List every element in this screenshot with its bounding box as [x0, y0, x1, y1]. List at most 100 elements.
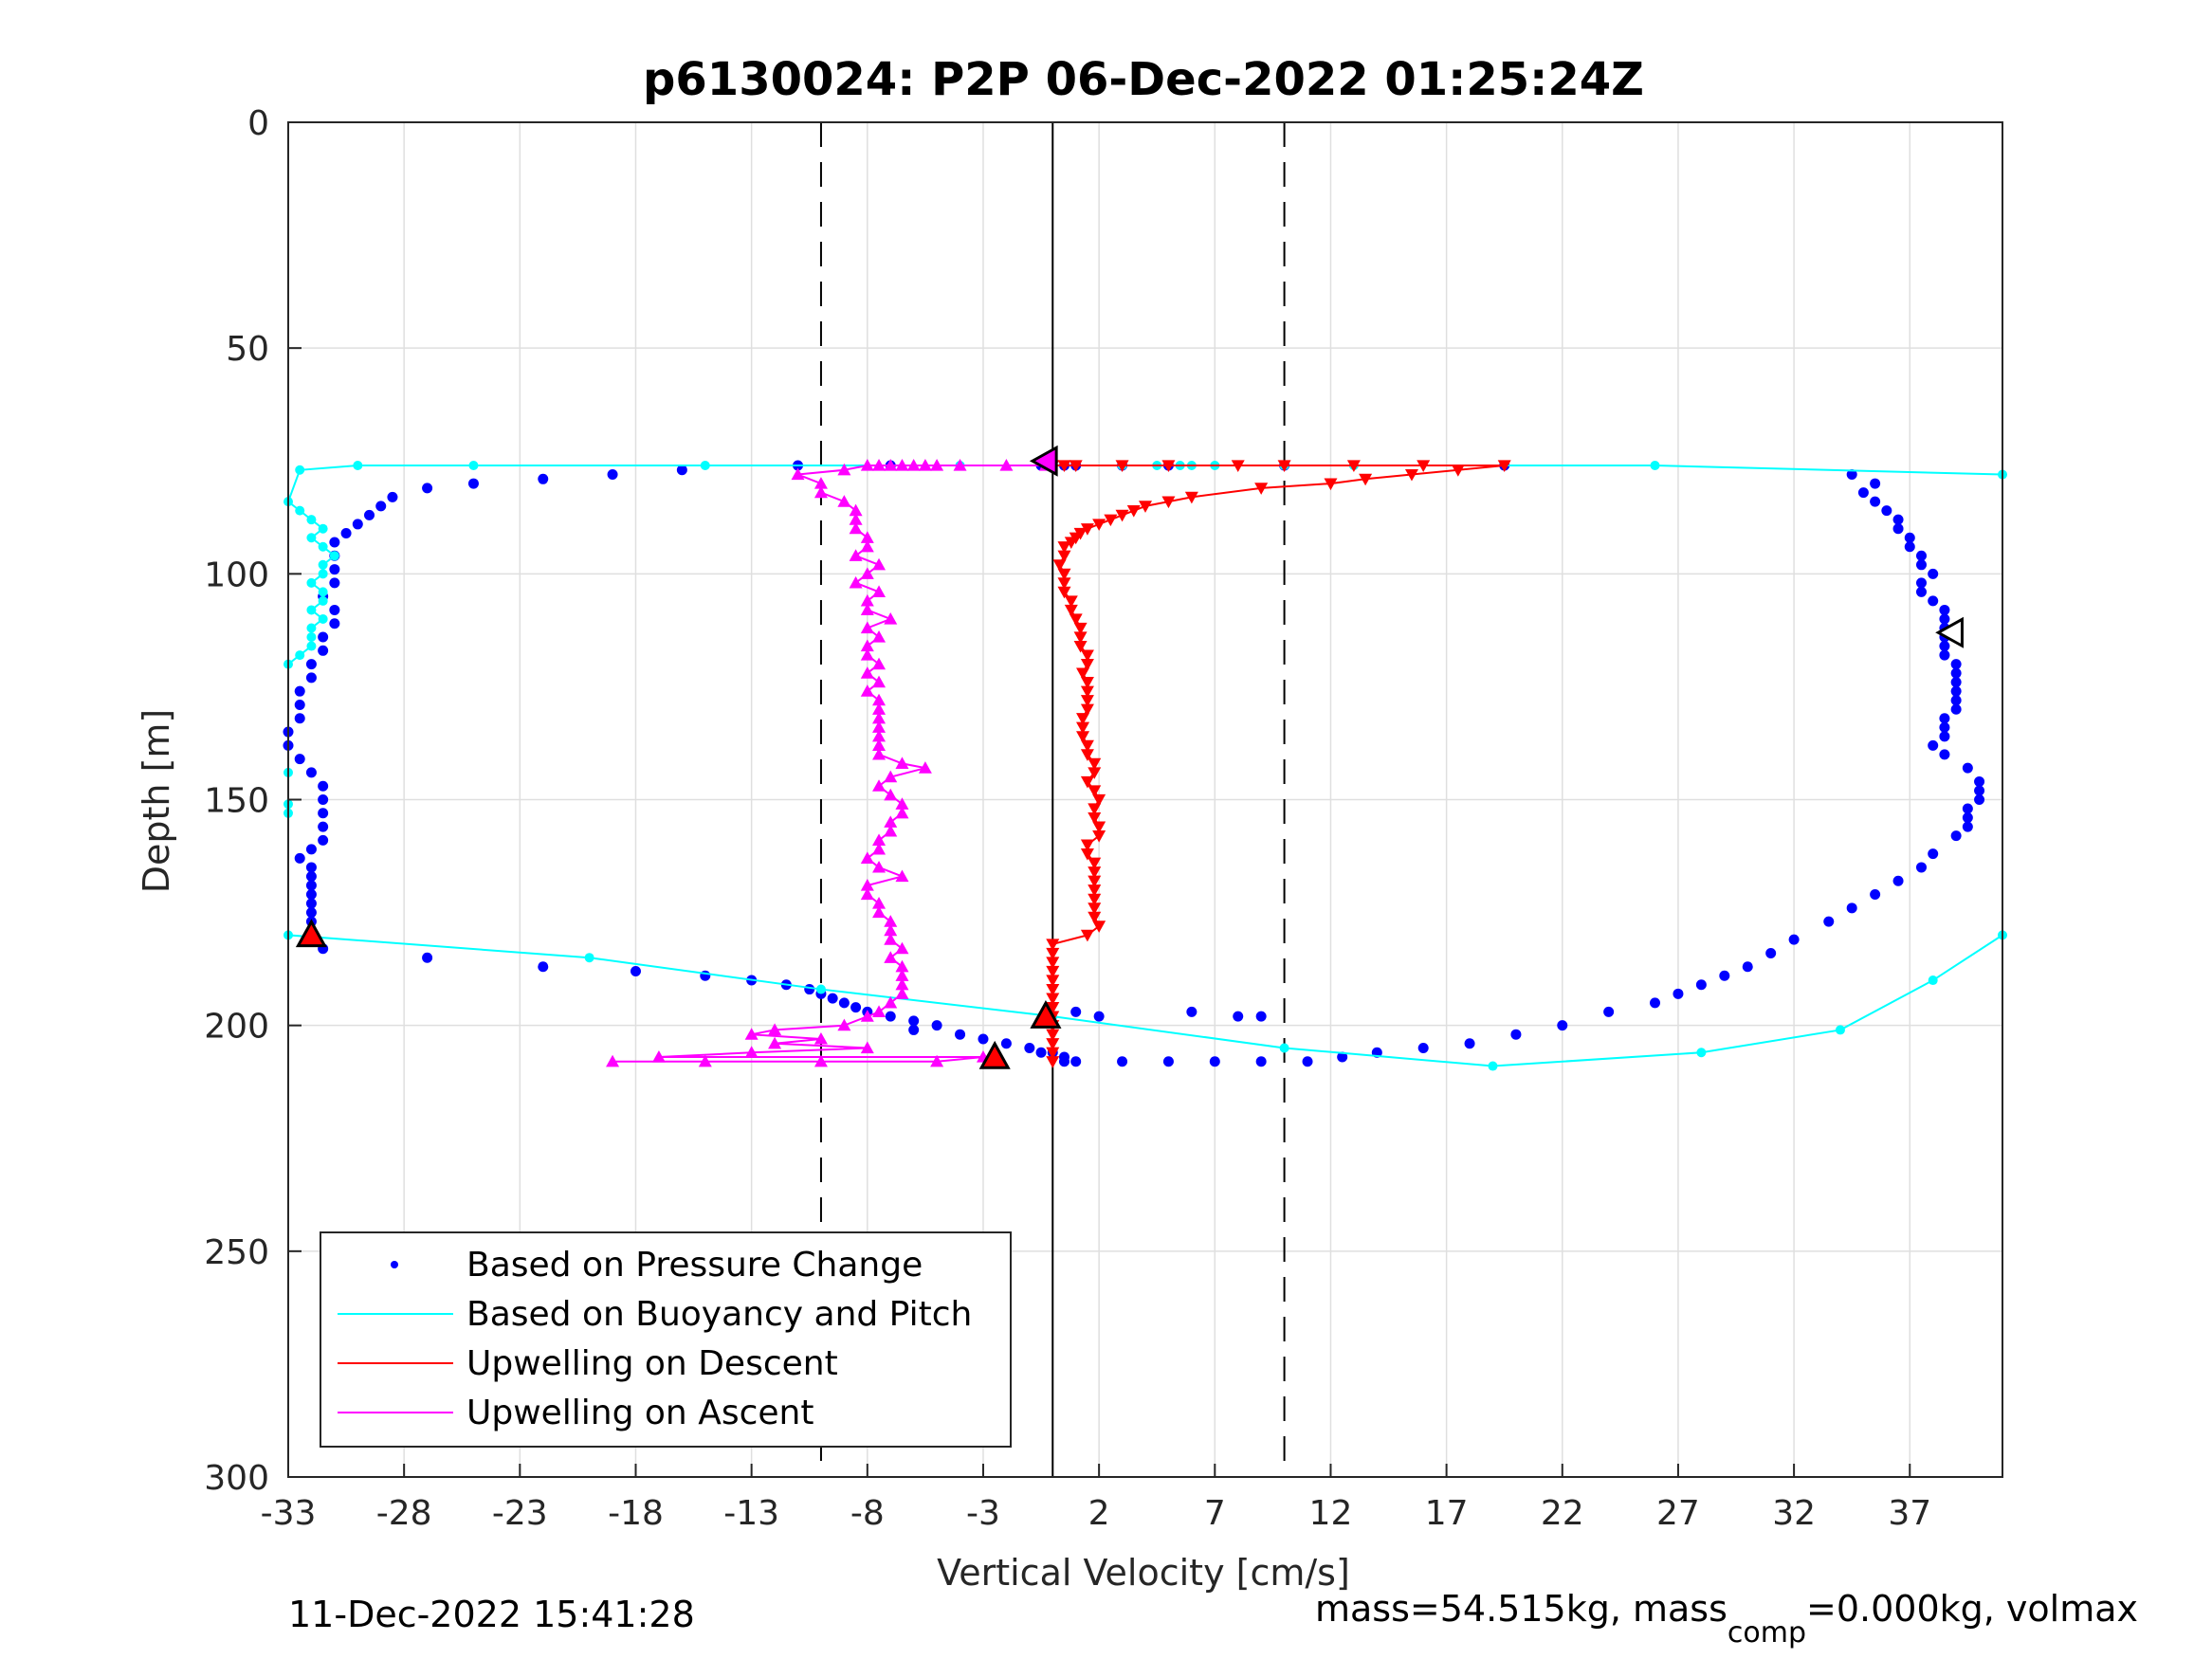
data-point	[318, 595, 328, 606]
data-point	[1279, 1043, 1289, 1053]
data-point	[884, 770, 898, 783]
data-point	[584, 953, 594, 963]
data-point	[1070, 1006, 1082, 1017]
data-point	[1070, 1056, 1082, 1067]
data-point	[1835, 1025, 1845, 1035]
data-point	[1046, 1002, 1060, 1014]
data-point	[872, 585, 887, 597]
data-point	[872, 657, 887, 670]
data-point	[895, 806, 909, 819]
data-point	[872, 693, 887, 706]
data-point	[860, 887, 874, 901]
event-marker	[1935, 616, 1964, 648]
axis-ticks: -33 -28 -23 -18 -13 -8 -3 2 7 12 17 22 27 32 370501001…	[204, 104, 1931, 1533]
data-point	[305, 889, 317, 901]
data-point	[1892, 875, 1904, 886]
data-point	[860, 459, 874, 471]
data-point	[895, 959, 909, 973]
data-point	[872, 738, 887, 751]
data-point	[1035, 1047, 1047, 1058]
data-point	[815, 984, 826, 994]
data-point	[1404, 468, 1418, 482]
data-point	[884, 459, 898, 471]
data-point	[1057, 541, 1071, 554]
data-point	[1928, 848, 1939, 860]
data-point	[860, 539, 874, 553]
data-point	[1161, 496, 1176, 509]
x-tick-label: -8	[850, 1494, 885, 1533]
data-point	[884, 915, 898, 927]
data-point	[1088, 875, 1102, 888]
data-point	[306, 577, 317, 588]
data-point	[827, 993, 838, 1004]
data-point	[1302, 1056, 1313, 1067]
data-point	[1650, 461, 1660, 471]
data-point	[329, 618, 340, 629]
data-point	[1950, 695, 1962, 706]
data-point	[1904, 541, 1915, 553]
x-tick-label: 12	[1309, 1494, 1353, 1533]
data-point	[1088, 866, 1102, 879]
data-point	[306, 605, 317, 615]
data-point	[1603, 1006, 1615, 1017]
data-point	[884, 815, 898, 828]
x-tick-label: 17	[1425, 1494, 1469, 1533]
data-point	[930, 1054, 944, 1067]
data-point	[814, 485, 828, 499]
data-point	[744, 1046, 759, 1058]
data-point	[1080, 677, 1094, 689]
data-point	[1209, 1056, 1220, 1067]
data-point	[1870, 889, 1881, 901]
data-point	[884, 933, 898, 945]
data-point	[999, 459, 1014, 471]
data-point	[305, 880, 317, 891]
data-point	[1417, 1042, 1429, 1053]
data-point	[1080, 775, 1094, 789]
data-point	[295, 650, 305, 661]
data-point	[1650, 997, 1661, 1009]
data-point	[318, 821, 329, 832]
data-point	[305, 767, 317, 778]
data-point	[306, 533, 317, 543]
data-point	[1064, 604, 1078, 617]
data-point	[884, 788, 898, 801]
data-point	[1069, 613, 1083, 626]
data-point	[1928, 595, 1939, 607]
data-point	[305, 870, 317, 882]
data-point	[1046, 957, 1060, 969]
data-point	[1788, 934, 1800, 945]
data-point	[1076, 713, 1090, 725]
data-point	[467, 478, 479, 489]
data-point	[1962, 812, 1973, 824]
data-point	[1088, 884, 1102, 897]
data-point	[1073, 631, 1088, 645]
data-point	[318, 780, 329, 792]
data-point	[850, 1002, 862, 1013]
event-marker	[1029, 445, 1058, 477]
data-point	[1974, 775, 1985, 787]
data-point	[1892, 514, 1904, 525]
data-point	[294, 685, 305, 697]
data-point	[1161, 460, 1176, 473]
data-point	[849, 513, 863, 525]
data-point	[1073, 640, 1088, 653]
data-point	[1064, 595, 1078, 608]
data-point	[895, 969, 909, 981]
event-marker	[1030, 1000, 1062, 1029]
data-point	[1069, 460, 1083, 473]
special-markers	[295, 445, 1964, 1069]
data-point	[768, 1036, 782, 1049]
legend-box	[320, 1231, 1012, 1448]
x-tick-label: 2	[1088, 1494, 1110, 1533]
data-point	[1092, 821, 1106, 834]
y-axis-label: Depth [m]	[136, 709, 177, 894]
data-point	[860, 648, 874, 661]
legend: Based on Pressure Change Based on Buoyanc…	[320, 1231, 1012, 1448]
data-point	[849, 521, 863, 535]
data-point	[387, 491, 398, 502]
data-point	[1088, 811, 1102, 825]
data-point	[872, 702, 887, 715]
x-tick-label: -18	[608, 1494, 664, 1533]
x-tick-label: 27	[1656, 1494, 1700, 1533]
